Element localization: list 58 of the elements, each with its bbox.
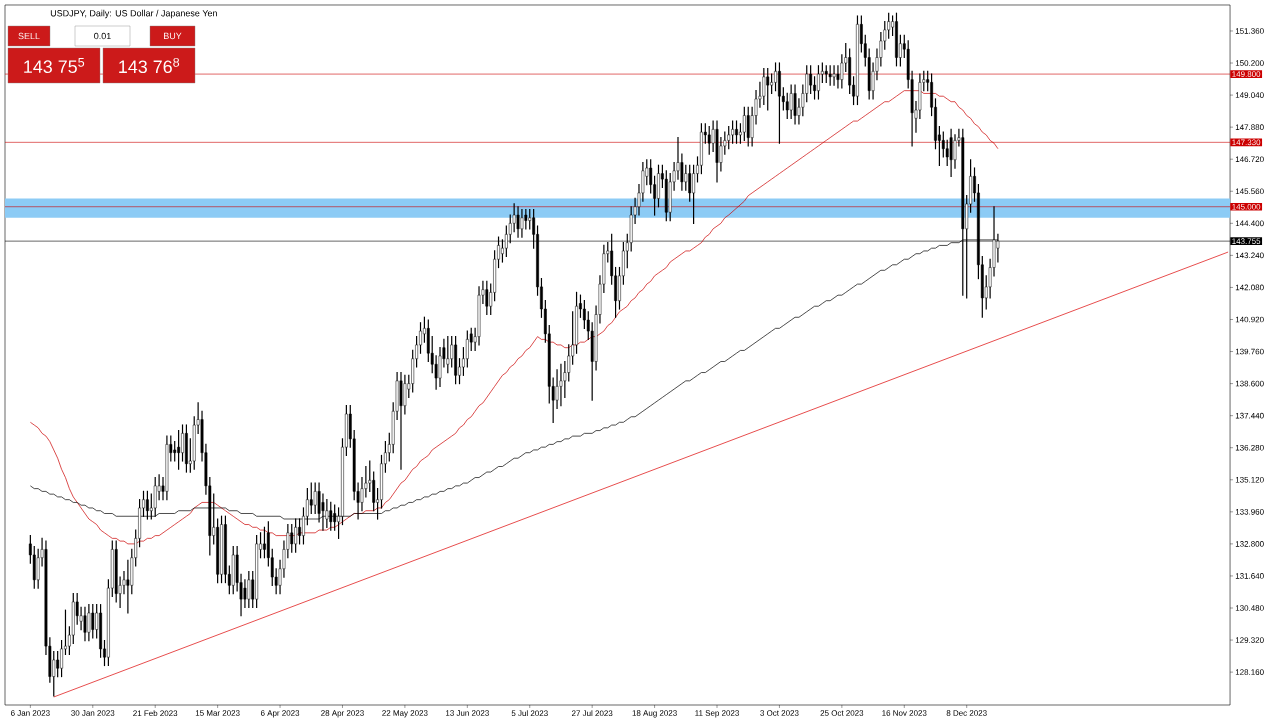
candlestick (817, 65, 820, 100)
text: USDJPY, Daily: US Dollar / Japanese Yen (50, 9, 217, 19)
candlestick (329, 501, 333, 531)
candlestick (56, 651, 60, 678)
annotation: SELL (18, 32, 40, 40)
candlestick (559, 363, 563, 407)
candlestick (688, 164, 692, 202)
candlestick (684, 164, 688, 191)
candlestick (403, 374, 407, 415)
candlestick (766, 67, 770, 111)
annotation: 143 76$^{8}$ (119, 57, 180, 74)
candlestick (220, 515, 223, 584)
candlestick (224, 515, 227, 584)
candlestick (83, 606, 87, 642)
candlestick (181, 424, 184, 462)
candlestick (313, 482, 317, 515)
candlestick (793, 84, 797, 125)
candlestick (582, 300, 586, 329)
candlestick (778, 62, 781, 144)
candlestick (770, 73, 774, 95)
candlestick (91, 604, 95, 639)
candlestick (177, 429, 181, 470)
annotation: 0.01 (94, 32, 111, 40)
annotation: 143 75$^{5}$ (24, 57, 85, 74)
candlestick (746, 106, 750, 147)
candlestick (446, 336, 450, 374)
candlestick (516, 206, 520, 238)
candlestick (789, 84, 793, 119)
candlestick (731, 120, 735, 144)
candlestick (263, 526, 266, 559)
candlestick (692, 164, 696, 224)
candlestick (126, 559, 130, 614)
candlestick (895, 12, 898, 67)
candlestick (485, 280, 489, 316)
candlestick (856, 15, 859, 106)
candlestick (813, 76, 816, 100)
candlestick (520, 208, 524, 238)
candlestick (247, 570, 251, 609)
candlestick (828, 65, 832, 86)
candlestick (153, 476, 157, 517)
candlestick (243, 579, 247, 609)
candlestick (173, 441, 177, 462)
candlestick (809, 65, 813, 95)
candlestick (575, 291, 578, 354)
candlestick (309, 482, 313, 515)
annotation: BUY (164, 32, 182, 40)
candlestick (836, 65, 840, 89)
candlestick (290, 523, 294, 553)
candlestick (735, 120, 738, 144)
candlestick (87, 604, 91, 642)
candlestick (742, 106, 746, 142)
candlestick (380, 454, 383, 509)
candlestick (60, 640, 63, 678)
candlestick (657, 164, 660, 208)
candlestick (707, 125, 711, 155)
candlestick (949, 128, 953, 177)
candlestick (832, 65, 836, 86)
candlestick (887, 12, 891, 39)
